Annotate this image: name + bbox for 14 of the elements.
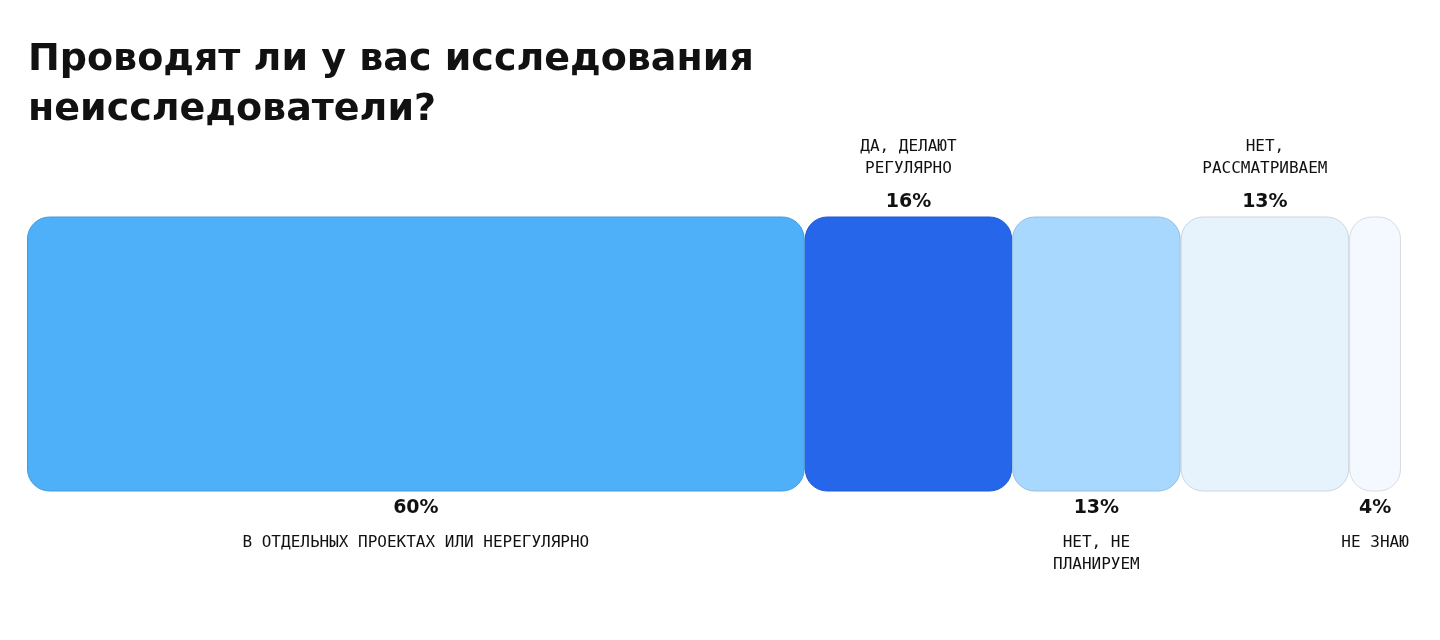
text: НЕТ, НЕ ПЛАНИРУЕМ [1053, 532, 1140, 573]
data-label: 13% [1073, 495, 1120, 517]
data-label: 16% [885, 189, 932, 211]
data-label: 4% [1358, 495, 1392, 517]
data-label: 60% [393, 495, 439, 517]
text: ДА, ДЕЛАЮТ РЕГУЛЯРНО [860, 136, 957, 177]
text: В ОТДЕЛЬНЫХ ПРОЕКТАХ ИЛИ НЕРЕГУЛЯРНО [242, 532, 590, 551]
bar [27, 216, 805, 492]
text: НЕТ, РАССМАТРИВАЕМ [1202, 136, 1328, 177]
bar [1012, 216, 1181, 492]
data-label: 13% [1242, 189, 1288, 211]
text: НЕ ЗНАЮ [1341, 532, 1410, 551]
bar [804, 216, 1013, 492]
chart-title: Проводят ли у вас исследования неисследователи? [28, 35, 754, 129]
